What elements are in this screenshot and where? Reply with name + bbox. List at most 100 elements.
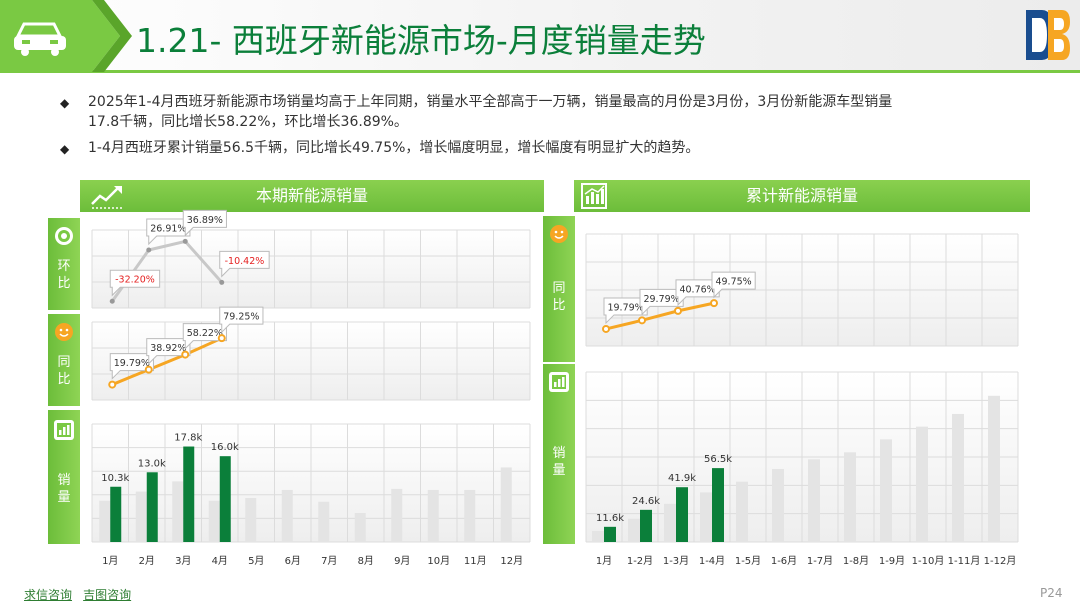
- cumulative-current-bar-4: [712, 468, 724, 542]
- mom-label-3: 36.89%: [182, 209, 227, 237]
- cumulative-prev-year-bar-6: [772, 469, 784, 542]
- cumulative-prev-year-bar-5: [736, 481, 748, 542]
- prev-year-bar-5: [245, 498, 257, 542]
- cumulative-sales-side-tab: [543, 364, 575, 544]
- current-bar-2: [146, 472, 158, 542]
- cumulative-yoy-point-2: [638, 316, 646, 325]
- x-tick-label-9: 9月: [394, 555, 410, 567]
- prev-year-bar-3: [172, 481, 184, 542]
- smiley-icon: [55, 323, 73, 341]
- cumulative-prev-year-bar-12: [988, 395, 1000, 542]
- bar-chart-icon: [54, 420, 74, 440]
- bar-chart-icon: [581, 183, 607, 209]
- prev-year-bar-7: [318, 501, 330, 542]
- bullet-text-1-cont: 17.8千辆，同比增长58.22%，环比增长36.89%。: [88, 114, 408, 130]
- cumulative-prev-year-bar-8: [844, 452, 856, 542]
- page-title: 1.21- 西班牙新能源市场-月度销量走势: [136, 21, 706, 60]
- prev-year-bar-9: [391, 488, 403, 542]
- cumulative-x-tick-label-2: 1-2月: [627, 555, 653, 567]
- prev-year-bar-12: [500, 467, 512, 542]
- x-tick-label-3: 3月: [175, 555, 191, 567]
- cumulative-yoy-point-1: [602, 324, 610, 333]
- prev-year-bar-8: [354, 513, 366, 542]
- cumulative-prev-year-bar-7: [808, 459, 820, 542]
- footer-link-qiuxin[interactable]: 求信咨询: [24, 588, 73, 602]
- bar-chart-icon: [549, 372, 569, 392]
- cumulative-x-tick-label-6: 1-6月: [771, 555, 797, 567]
- bar-value-label-3: 17.8k: [174, 433, 202, 444]
- cumulative-yoy-point-4: [710, 299, 718, 308]
- x-tick-label-2: 2月: [139, 555, 155, 567]
- mom-label-1: -32.20%: [109, 269, 161, 297]
- prev-year-bar-10: [427, 489, 439, 542]
- cumulative-yoy-panel-label: 同比: [552, 281, 566, 313]
- cumulative-x-tick-label-7: 1-7月: [807, 555, 833, 567]
- cumulative-current-bar-1: [604, 526, 616, 542]
- footer-link-jitu[interactable]: 吉图咨询: [83, 588, 132, 602]
- cumulative-yoy-label-4-text: 49.75%: [715, 277, 751, 288]
- sales-grid-gridlines: [91, 423, 531, 543]
- prev-year-bar-1: [99, 500, 111, 542]
- x-tick-label-6: 6月: [285, 555, 301, 567]
- chart-title-current: 本期新能源销量: [255, 186, 368, 205]
- mom-label-4: -10.42%: [219, 250, 270, 278]
- target-icon: [55, 227, 73, 245]
- brand-logo-icon: [1026, 10, 1070, 60]
- smiley-icon: [550, 225, 568, 243]
- bar-value-label-1: 10.3k: [101, 473, 129, 484]
- mom-grid-gridlines: [91, 229, 531, 309]
- x-tick-label-12: 12月: [500, 555, 523, 567]
- cumulative-yoy-label-2-text: 29.79%: [643, 294, 679, 305]
- chart-title-cumulative: 累计新能源销量: [745, 186, 858, 205]
- x-tick-label-7: 7月: [321, 555, 337, 567]
- yoy-label-4: 79.25%: [219, 306, 264, 334]
- cumulative-yoy-label-4: 49.75%: [711, 271, 756, 299]
- yoy-point-3: [181, 350, 190, 359]
- yoy-point-1: [108, 380, 117, 389]
- prev-year-bar-2: [135, 491, 147, 542]
- x-tick-label-4: 4月: [212, 555, 228, 567]
- cumulative-prev-year-bar-2: [628, 518, 640, 542]
- yoy-line: [111, 336, 223, 386]
- bullet-diamond-icon: ◆: [60, 96, 70, 110]
- prev-year-bar-11: [464, 489, 476, 542]
- bullet-text-2: 1-4月西班牙累计销量56.5千辆，同比增长49.75%，增长幅度明显，增长幅度…: [88, 140, 700, 156]
- cumulative-x-tick-label-5: 1-5月: [735, 555, 761, 567]
- mom-point-2: [146, 247, 152, 253]
- yoy-panel-label: 同比: [57, 355, 71, 387]
- cumulative-bar-value-label-1: 11.6k: [596, 513, 624, 524]
- cumulative-bar-value-label-4: 56.5k: [704, 454, 732, 465]
- cumulative-current-bar-2: [640, 509, 652, 542]
- cumulative-x-tick-label-12: 1-12月: [984, 555, 1017, 567]
- cumulative-prev-year-bar-10: [916, 426, 928, 542]
- cumulative-x-tick-label-9: 1-9月: [879, 555, 905, 567]
- bar-value-label-2: 13.0k: [138, 458, 166, 469]
- yoy-label-1-text: 19.79%: [114, 358, 150, 369]
- x-tick-label-1: 1月: [102, 555, 118, 567]
- mom-panel-label: 环比: [57, 259, 71, 291]
- x-tick-label-11: 11月: [464, 555, 487, 567]
- yoy-label-4-text: 79.25%: [223, 312, 259, 323]
- cumulative-yoy-label-3-text: 40.76%: [679, 284, 715, 295]
- cumulative-prev-year-bar-9: [880, 439, 892, 542]
- prev-year-bar-6: [281, 489, 293, 542]
- prev-year-bar-4: [208, 500, 220, 542]
- current-bar-1: [110, 486, 122, 542]
- header-band: [0, 0, 1080, 73]
- mom-label-3-text: 36.89%: [187, 215, 223, 226]
- footer-links: 求信咨询 吉图咨询: [24, 584, 131, 603]
- mom-label-1-text: -32.20%: [115, 275, 155, 286]
- cumulative-x-tick-label-8: 1-8月: [843, 555, 869, 567]
- cumulative-sales-panel-label: 销量: [552, 446, 566, 478]
- cumulative-x-tick-label-4: 1-4月: [699, 555, 725, 567]
- cumulative-prev-year-bar-4: [700, 492, 712, 542]
- yoy-point-4: [217, 334, 226, 343]
- cumulative-yoy-line: [605, 301, 715, 331]
- trend-up-icon: [91, 186, 124, 209]
- car-icon: [14, 22, 66, 56]
- cumulative-x-tick-label-3: 1-3月: [663, 555, 689, 567]
- mom-point-4: [219, 279, 225, 285]
- mom-point-1: [109, 298, 115, 304]
- mom-point-3: [182, 238, 188, 244]
